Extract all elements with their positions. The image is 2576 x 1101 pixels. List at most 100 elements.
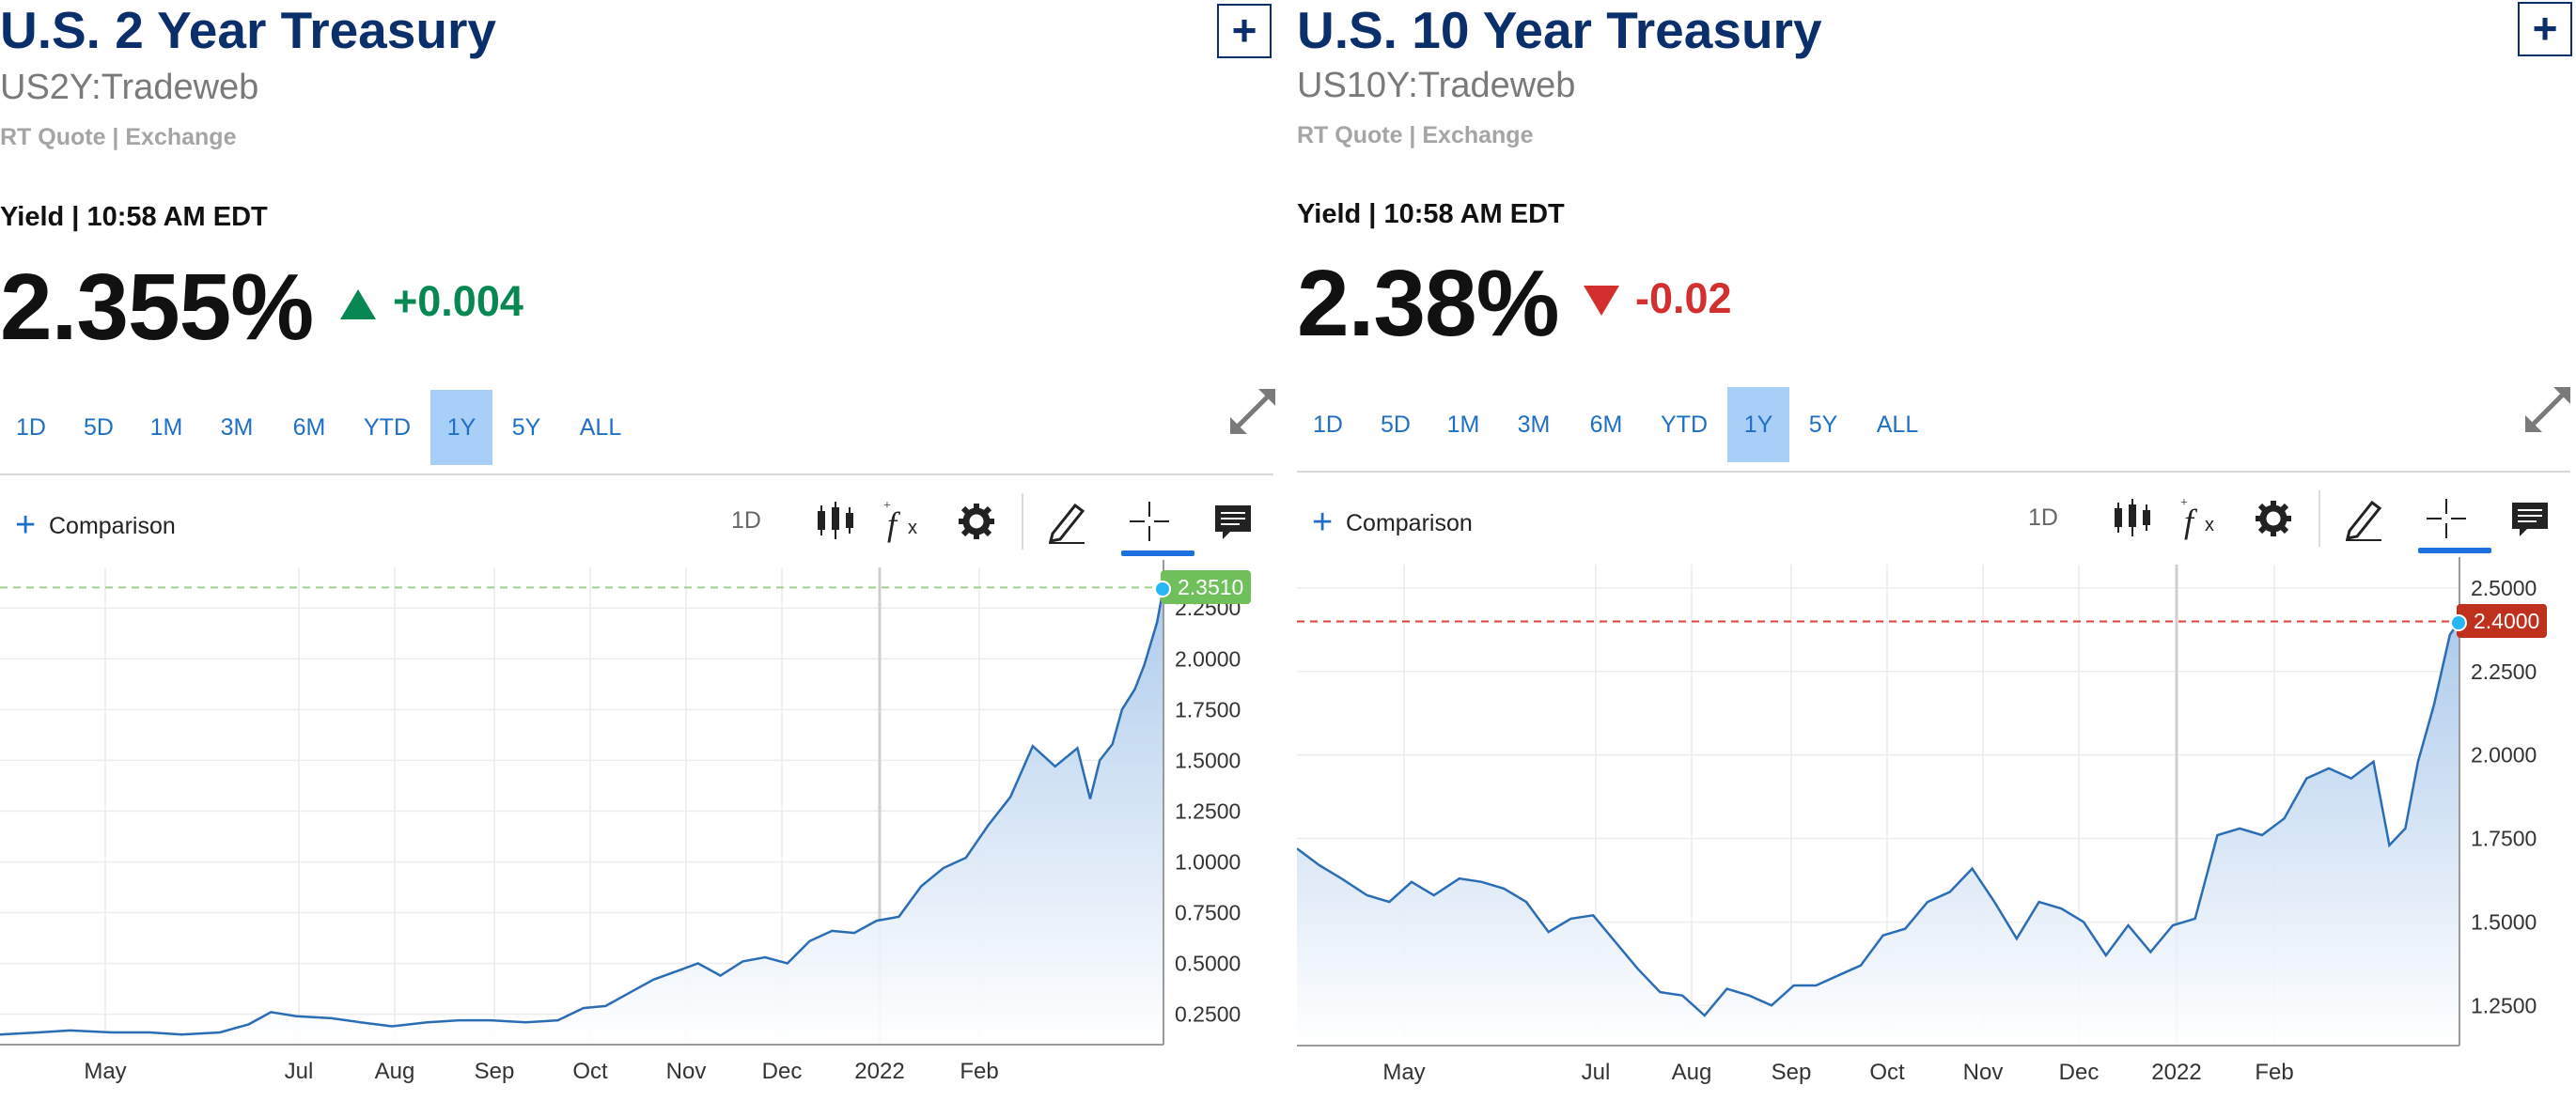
- y-tick-label: 2.0000: [2471, 743, 2537, 768]
- last-value-text: 2.3510: [1178, 575, 1244, 600]
- candlestick-icon[interactable]: [2109, 495, 2156, 542]
- price-change: +0.004: [393, 277, 523, 325]
- x-tick-label: May: [1382, 1060, 1425, 1085]
- svg-text:x: x: [908, 518, 917, 538]
- y-tick-label: 1.5000: [2471, 909, 2537, 934]
- interval-selector[interactable]: 1D: [731, 507, 761, 534]
- range-tab-6m[interactable]: 6M: [292, 414, 326, 441]
- range-tab-1m[interactable]: 1M: [1446, 411, 1480, 438]
- crosshair-icon[interactable]: [2423, 495, 2470, 542]
- range-tab-5y[interactable]: 5Y: [1808, 411, 1838, 438]
- series-line: [1297, 620, 2461, 1017]
- function-icon[interactable]: + f x: [2178, 495, 2225, 542]
- pencil-icon[interactable]: [2340, 495, 2387, 542]
- range-tab-3m[interactable]: 3M: [220, 414, 254, 441]
- svg-text:+: +: [2180, 496, 2188, 510]
- interval-selector[interactable]: 1D: [2028, 504, 2058, 531]
- divider: [1297, 471, 2570, 473]
- news-icon[interactable]: [1210, 498, 1257, 545]
- time-range-tabs: 1D 5D 1M 3M 6M YTD 1Y 5Y ALL: [1297, 387, 1955, 462]
- yield-chart-us10y[interactable]: 1.2500 1.5000 1.7500 2.0000 2.2500 2.5000 May J…: [1297, 557, 2576, 1101]
- svg-text:f: f: [2184, 503, 2198, 540]
- x-tick-label: Oct: [572, 1059, 608, 1084]
- yield-timestamp: Yield | 10:58 AM EDT: [1297, 199, 1565, 229]
- area-fill: [1297, 621, 2459, 1046]
- range-tab-all[interactable]: ALL: [1876, 411, 1919, 438]
- y-tick-label: 0.7500: [1175, 900, 1241, 924]
- chart-toolbar: + Comparison 1D + f x: [1297, 486, 2570, 561]
- x-tick-label: Feb: [960, 1059, 998, 1084]
- svg-text:x: x: [2205, 515, 2214, 535]
- x-tick-label: Feb: [2255, 1060, 2293, 1085]
- x-tick-label: Jul: [285, 1059, 314, 1084]
- range-tab-5y[interactable]: 5Y: [511, 414, 541, 441]
- range-tab-1d[interactable]: 1D: [1313, 411, 1343, 438]
- instrument-title[interactable]: U.S. 10 Year Treasury: [1297, 1, 1822, 59]
- gear-icon[interactable]: [2250, 495, 2297, 542]
- y-tick-label: 1.7500: [1175, 697, 1241, 721]
- gear-icon[interactable]: [953, 498, 1000, 545]
- crosshair-icon[interactable]: [1126, 498, 1173, 545]
- y-tick-label: 2.2500: [2471, 659, 2537, 684]
- range-tab-6m[interactable]: 6M: [1589, 411, 1623, 438]
- plus-icon[interactable]: +: [15, 505, 37, 545]
- instrument-symbol: US2Y:Tradeweb: [0, 68, 259, 107]
- toolbar-separator: [1022, 493, 1023, 550]
- comparison-button[interactable]: Comparison: [1346, 510, 1473, 536]
- y-tick-label: 1.2500: [1175, 799, 1241, 823]
- x-tick-label: Sep: [475, 1059, 515, 1084]
- x-tick-label: Sep: [1772, 1060, 1812, 1085]
- function-icon[interactable]: + f x: [882, 498, 929, 545]
- quote-panel-us2y: U.S. 2 Year Treasury US2Y:Tradeweb RT Qu…: [0, 0, 1283, 1101]
- range-tab-1y[interactable]: 1Y: [1727, 387, 1789, 462]
- y-tick-label: 0.5000: [1175, 952, 1241, 976]
- range-tab-5d[interactable]: 5D: [1381, 411, 1411, 438]
- range-tab-1d[interactable]: 1D: [16, 414, 46, 441]
- expand-icon[interactable]: [1226, 385, 1279, 438]
- range-tab-all[interactable]: ALL: [579, 414, 622, 441]
- y-tick-label: 1.7500: [2471, 827, 2537, 851]
- add-to-watchlist-button[interactable]: +: [1217, 4, 1272, 58]
- x-tick-label: 2022: [854, 1059, 904, 1084]
- triangle-down-icon: [1584, 286, 1619, 316]
- yield-price: 2.355%: [0, 255, 314, 360]
- instrument-symbol: US10Y:Tradeweb: [1297, 66, 1576, 105]
- x-tick-label: Dec: [2059, 1060, 2100, 1085]
- last-value-label: 2.3510: [1154, 570, 1252, 605]
- y-tick-label: 2.0000: [1175, 646, 1241, 671]
- range-tab-ytd[interactable]: YTD: [364, 414, 411, 441]
- add-to-watchlist-button[interactable]: +: [2518, 2, 2572, 56]
- x-tick-label: Oct: [1869, 1060, 1905, 1085]
- x-tick-label: Aug: [1672, 1060, 1712, 1085]
- x-tick-label: Nov: [1963, 1060, 2004, 1085]
- toolbar-separator: [2318, 490, 2320, 547]
- triangle-up-icon: [340, 289, 376, 319]
- quote-source: RT Quote | Exchange: [1297, 122, 1534, 148]
- range-tab-1m[interactable]: 1M: [149, 414, 183, 441]
- pencil-icon[interactable]: [1043, 498, 1090, 545]
- chart-toolbar: + Comparison 1D + f x: [0, 488, 1273, 564]
- y-tick-label: 1.2500: [2471, 993, 2537, 1017]
- instrument-title[interactable]: U.S. 2 Year Treasury: [0, 1, 496, 59]
- divider: [0, 473, 1273, 475]
- range-tab-1y[interactable]: 1Y: [430, 390, 492, 465]
- time-range-tabs: 1D 5D 1M 3M 6M YTD 1Y 5Y ALL: [0, 390, 658, 465]
- active-tool-indicator: [1121, 550, 1194, 556]
- plus-icon[interactable]: +: [1312, 503, 1334, 542]
- candlestick-icon[interactable]: [812, 498, 859, 545]
- series-line: [0, 587, 1165, 1036]
- range-tab-ytd[interactable]: YTD: [1661, 411, 1708, 438]
- yield-timestamp: Yield | 10:58 AM EDT: [0, 202, 268, 232]
- quote-source: RT Quote | Exchange: [0, 124, 237, 150]
- expand-icon[interactable]: [2521, 383, 2574, 436]
- last-value-marker: [2450, 614, 2467, 632]
- x-tick-label: Dec: [762, 1059, 803, 1084]
- comparison-button[interactable]: Comparison: [49, 513, 176, 539]
- x-tick-label: Nov: [666, 1059, 707, 1084]
- range-tab-5d[interactable]: 5D: [84, 414, 114, 441]
- yield-chart-us2y[interactable]: 0.2500 0.5000 0.7500 1.0000 1.2500 1.5000 1.75…: [0, 560, 1283, 1101]
- last-value-text: 2.4000: [2474, 609, 2540, 634]
- range-tab-3m[interactable]: 3M: [1517, 411, 1551, 438]
- news-icon[interactable]: [2506, 495, 2553, 542]
- y-tick-label: 0.2500: [1175, 1002, 1241, 1027]
